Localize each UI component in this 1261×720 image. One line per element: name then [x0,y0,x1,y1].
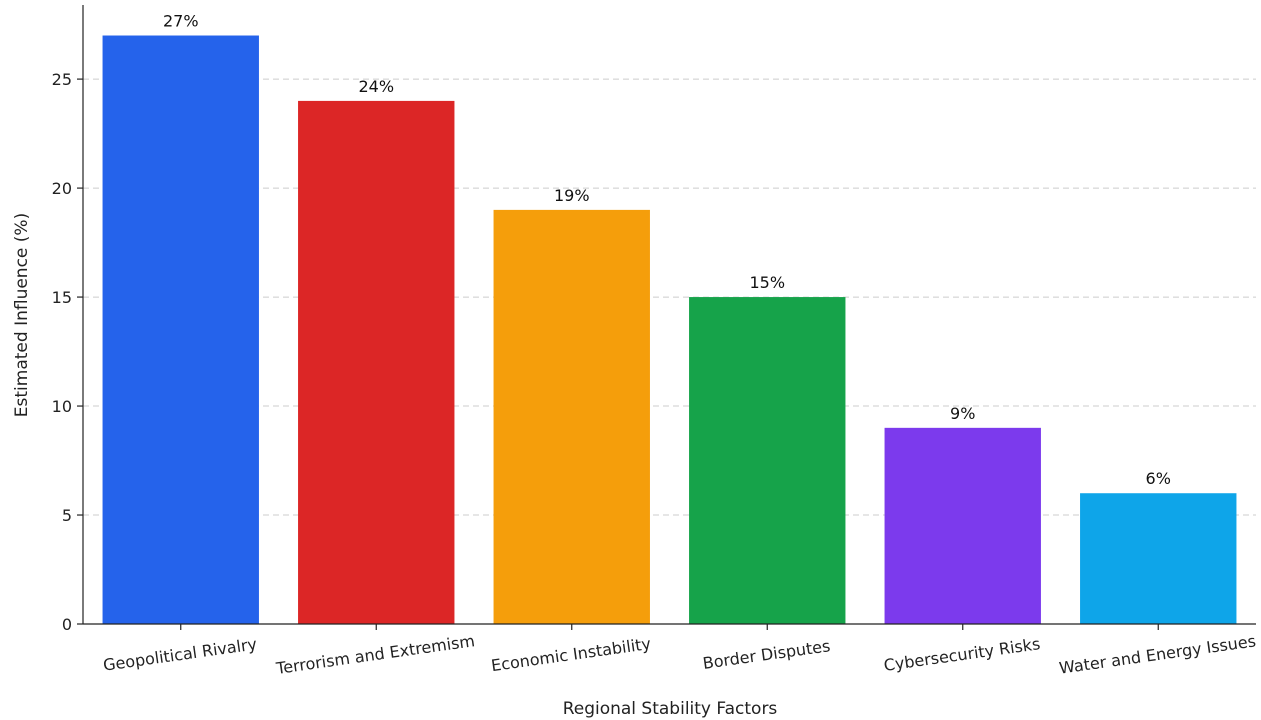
x-axis-label: Regional Stability Factors [563,699,778,719]
bar [884,427,1041,624]
x-tick-label: Terrorism and Extremism [274,631,476,678]
y-tick-label: 5 [62,506,72,525]
bar-value-label: 15% [749,273,785,292]
x-tick-label: Economic Instability [490,634,652,675]
y-ticks: 0 5 10 15 20 25 [52,70,83,634]
y-tick-label: 15 [52,288,72,307]
bar [689,297,846,624]
bars [102,35,1237,624]
x-tick-label: Cybersecurity Risks [883,634,1042,675]
x-tick-label: Border Disputes [701,636,831,673]
bar-value-label: 27% [163,12,199,31]
axes [82,5,1256,625]
x-tick-label: Geopolitical Rivalry [102,634,258,674]
bar-value-label: 6% [1146,469,1171,488]
y-tick-label: 25 [52,70,72,89]
gridlines [83,78,1256,516]
x-ticks: Geopolitical Rivalry Terrorism and Extrem… [102,624,1257,678]
y-tick-label: 0 [62,615,72,634]
bar [102,35,259,624]
x-tick-label: Water and Energy Issues [1058,631,1257,677]
bar-value-label: 9% [950,404,975,423]
data-labels: 27% 24% 19% 15% 9% 6% [163,12,1171,489]
bar [298,100,455,624]
bar-value-label: 19% [554,186,590,205]
bar-value-label: 24% [358,77,394,96]
y-axis-label: Estimated Influence (%) [12,213,32,417]
bar [493,209,650,624]
bar [1080,493,1237,624]
y-tick-label: 10 [52,397,72,416]
y-tick-label: 20 [52,179,72,198]
